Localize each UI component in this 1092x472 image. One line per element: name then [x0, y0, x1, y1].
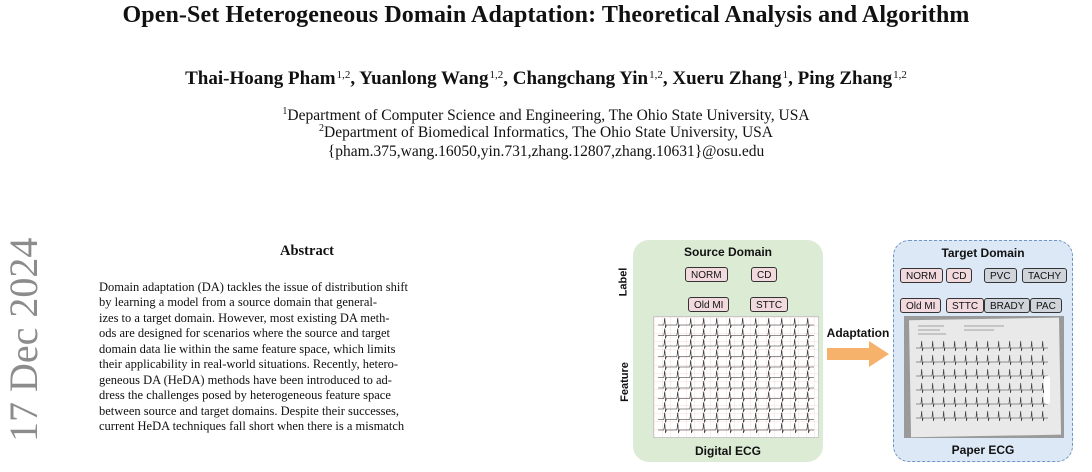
label-chip-new: BRADY	[984, 298, 1031, 313]
author: Ping Zhang1,2	[797, 68, 907, 89]
abstract-line: current HeDA techniques fall short when …	[99, 419, 405, 434]
target-domain-footer: Paper ECG	[951, 443, 1015, 457]
abstract-line: between source and target domains. Despi…	[99, 403, 400, 418]
author-list: Thai-Hoang Pham1,2, Yuanlong Wang1,2, Ch…	[0, 68, 1092, 90]
label-chip-new: PAC	[1030, 298, 1062, 313]
abstract-line: dress the challenges posed by heterogene…	[99, 388, 391, 403]
digital-ecg-image	[653, 316, 819, 438]
abstract-line: by learning a model from a source domain…	[99, 295, 378, 310]
label-chip: NORM	[900, 268, 943, 283]
label-chip: Old MI	[900, 298, 942, 313]
adaptation-arrow-icon	[827, 341, 889, 367]
abstract-line: izes to a target domain. However, most e…	[99, 310, 390, 325]
row-label-feature: Feature	[618, 362, 631, 402]
arxiv-stamp: 17 Dec 2024	[4, 237, 44, 442]
author: Thai-Hoang Pham1,2,	[185, 68, 360, 89]
affiliation-1: 1Department of Computer Science and Engi…	[282, 106, 810, 124]
label-chip: NORM	[685, 267, 728, 282]
label-chip: CD	[946, 268, 973, 283]
abstract-line: ods are designed for scenarios where the…	[99, 326, 390, 341]
author: Yuanlong Wang1,2,	[359, 68, 513, 89]
author: Changchang Yin1,2,	[512, 68, 673, 89]
paper-title: Open-Set Heterogeneous Domain Adaptation…	[122, 2, 970, 28]
row-label-label: Label	[617, 267, 630, 297]
abstract-body: Domain adaptation (DA) tackles the issue…	[99, 280, 514, 435]
abstract-line: geneous DA (HeDA) methods have been intr…	[99, 372, 392, 387]
label-chip-new: PVC	[984, 268, 1017, 283]
label-chip: STTC	[946, 298, 985, 313]
author: Xueru Zhang1,	[672, 68, 798, 89]
label-chip: Old MI	[688, 297, 730, 312]
paper-ecg-image	[904, 316, 1064, 438]
figure-domain-adaptation: Label Feature Source Domain NORM CD Old …	[617, 236, 1077, 472]
target-domain-title: Target Domain	[941, 246, 1025, 260]
affiliation-2: 2Department of Biomedical Informatics, T…	[319, 123, 773, 141]
label-chip-new: TACHY	[1022, 268, 1068, 283]
source-domain-footer: Digital ECG	[694, 444, 761, 458]
abstract-heading: Abstract	[280, 243, 334, 259]
author-emails: {pham.375,wang.16050,yin.731,zhang.12807…	[327, 143, 765, 160]
abstract-line: Domain adaptation (DA) tackles the issue…	[99, 280, 408, 294]
abstract-line: their applicability in real-world situat…	[99, 357, 399, 372]
label-chip: CD	[751, 267, 778, 282]
label-chip: STTC	[750, 297, 789, 312]
adaptation-label: Adaptation	[826, 326, 890, 340]
source-domain-title: Source Domain	[683, 245, 773, 259]
abstract-line: domain data lie within the same feature …	[99, 341, 396, 356]
